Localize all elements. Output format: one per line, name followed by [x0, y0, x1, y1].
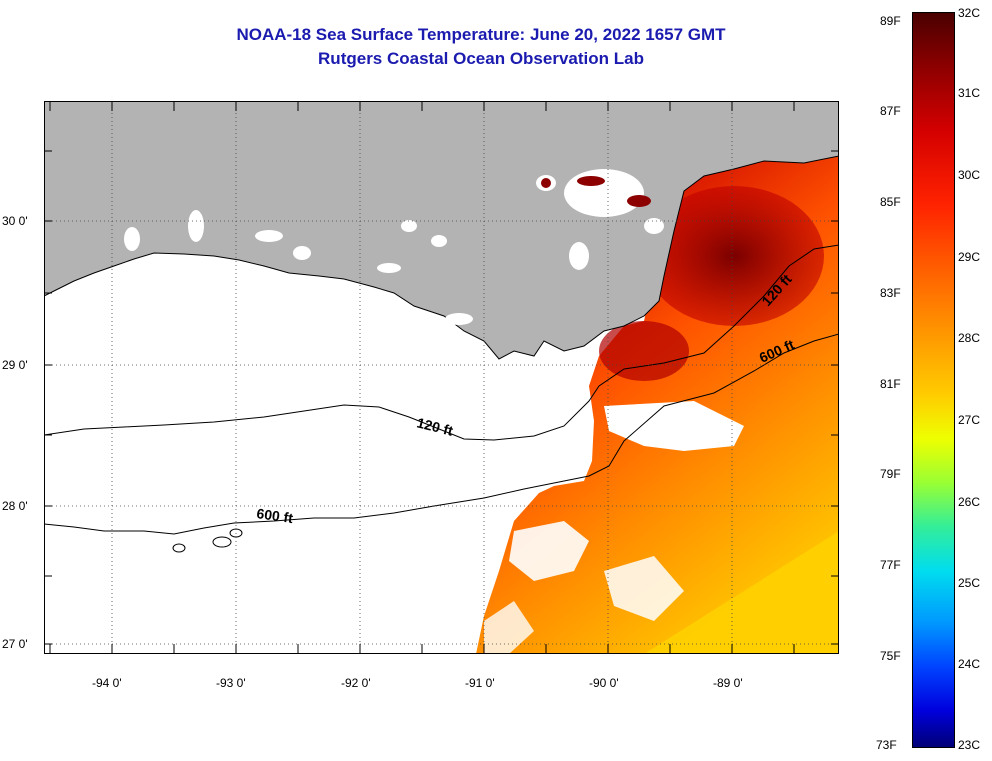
- lat-label-29: 29 0': [2, 358, 28, 372]
- lake: [255, 230, 283, 242]
- cloud-gap: [604, 556, 684, 621]
- land-area: [44, 101, 839, 359]
- contour-600ft: [44, 333, 839, 535]
- lon-label-92: -92 0': [341, 676, 371, 690]
- lat-label-27: 27 0': [2, 637, 28, 651]
- colorbar-label-75f: 75F: [880, 649, 901, 663]
- warm-patch: [599, 321, 689, 381]
- lat-label-30: 30 0': [2, 214, 28, 228]
- lake: [188, 210, 204, 242]
- colorbar-label-27c: 27C: [958, 413, 981, 427]
- colorbar-label-81f: 81F: [880, 377, 901, 391]
- colorbar-label-77f: 77F: [880, 558, 901, 572]
- contour-120ft: [44, 244, 839, 441]
- contour-loop: [172, 543, 186, 553]
- chart-subtitle: Rutgers Coastal Ocean Observation Lab: [318, 49, 644, 68]
- colorbar-label-24c: 24C: [958, 657, 981, 671]
- lon-label-93: -93 0': [216, 676, 246, 690]
- colorbar-label-79f: 79F: [880, 467, 901, 481]
- colorbar-label-73f: 73F: [876, 738, 897, 752]
- cloud-gap: [604, 401, 744, 451]
- lake-warm: [577, 176, 605, 186]
- colorbar-label-87f: 87F: [880, 104, 901, 118]
- lake-pontchartrain: [564, 169, 644, 217]
- temperature-colorbar: [912, 12, 955, 748]
- colorbar-label-85f: 85F: [880, 195, 901, 209]
- colorbar-label-25c: 25C: [958, 576, 981, 590]
- lake: [569, 242, 589, 270]
- lat-label-28: 28 0': [2, 499, 28, 513]
- colorbar-label-31c: 31C: [958, 86, 981, 100]
- lake: [401, 220, 417, 232]
- cooler-band: [644, 531, 839, 654]
- contour-loop: [212, 536, 232, 548]
- lon-label-90: -90 0': [589, 676, 619, 690]
- colorbar-label-30c: 30C: [958, 168, 981, 182]
- lon-label-89: -89 0': [713, 676, 743, 690]
- lake: [445, 313, 473, 325]
- axis-ticks: [44, 101, 839, 654]
- lake-warm: [541, 178, 551, 188]
- lake: [644, 218, 664, 234]
- graticule: [44, 101, 839, 654]
- lake: [293, 246, 311, 260]
- colorbar-label-83f: 83F: [880, 286, 901, 300]
- chart-title: NOAA-18 Sea Surface Temperature: June 20…: [236, 25, 726, 44]
- lon-label-94: -94 0': [92, 676, 122, 690]
- cloud-gap: [484, 601, 534, 654]
- colorbar-label-29c: 29C: [958, 250, 981, 264]
- colorbar-label-26c: 26C: [958, 495, 981, 509]
- lon-label-91: -91 0': [465, 676, 495, 690]
- colorbar-label-23c: 23C: [958, 738, 981, 752]
- lake: [431, 235, 447, 247]
- lake-warm: [627, 195, 651, 207]
- map-border: [44, 101, 839, 654]
- sst-map: 120 ft 600 ft 120 ft 600 ft: [44, 101, 839, 654]
- lake: [377, 263, 401, 273]
- lake: [124, 227, 140, 251]
- contour-label-600ft-west: 600 ft: [256, 505, 295, 526]
- colorbar-label-89f: 89F: [880, 14, 901, 28]
- cloud-gap: [509, 521, 589, 581]
- coastline: [44, 155, 839, 360]
- colorbar-label-28c: 28C: [958, 331, 981, 345]
- colorbar-label-32c: 32C: [958, 6, 981, 20]
